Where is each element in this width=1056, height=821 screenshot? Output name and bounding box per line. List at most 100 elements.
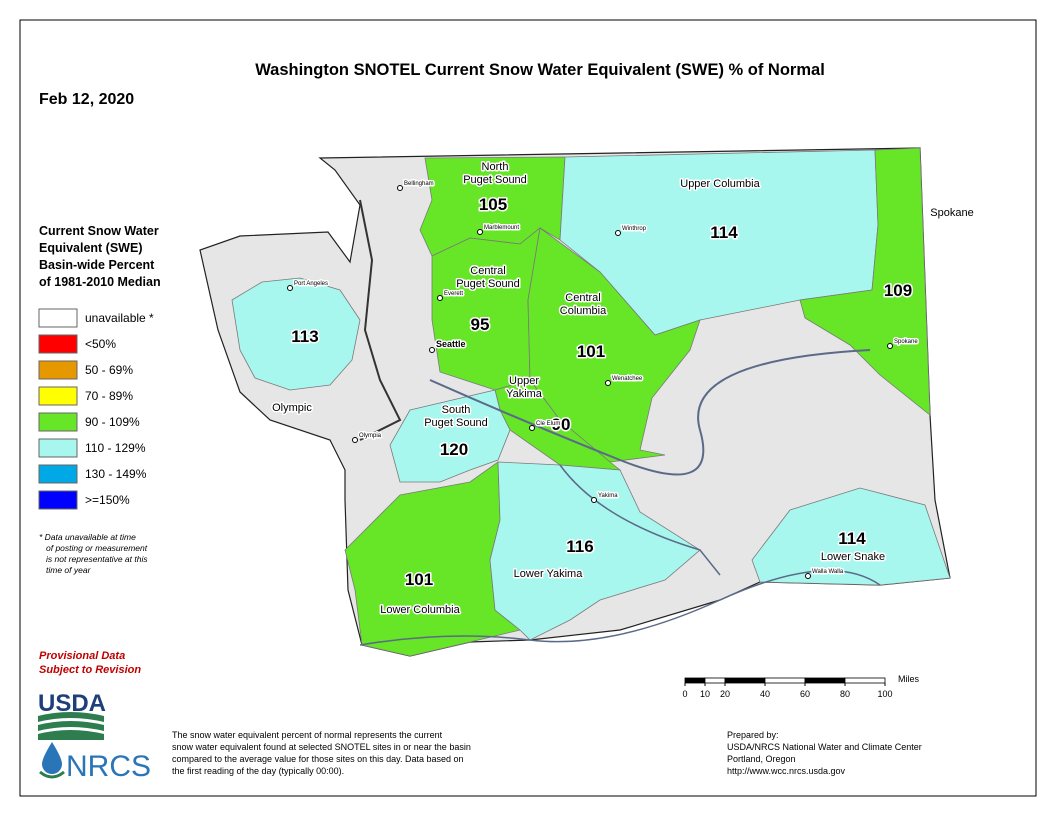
city-marker — [437, 295, 443, 301]
legend-label: >=150% — [85, 493, 130, 507]
legend-footnote: is not representative at this — [46, 554, 148, 564]
city-marker — [591, 497, 597, 503]
legend-swatch — [38, 464, 78, 484]
legend-swatch — [38, 490, 78, 510]
river — [559, 464, 721, 576]
city-marker — [477, 229, 483, 235]
river — [359, 569, 881, 646]
basin-value: 95 — [471, 315, 490, 334]
title: Washington SNOTEL Current Snow Water Equ… — [255, 61, 825, 79]
city-marker — [287, 285, 293, 291]
scale-label: 0 — [682, 689, 687, 699]
basin-name: Upper — [509, 375, 539, 387]
basin-name: South — [442, 404, 471, 416]
basin-name: Spokane — [930, 207, 973, 219]
scale-label: 10 — [700, 689, 710, 699]
basin-name: Lower Snake — [821, 551, 885, 563]
prepared-line: USDA/NRCS National Water and Climate Cen… — [727, 742, 922, 752]
city-label: Marblemount — [484, 225, 519, 231]
prepared-line: Portland, Oregon — [727, 754, 796, 764]
city-marker — [805, 573, 811, 579]
basin-value: 114 — [838, 529, 866, 548]
scale-label: 80 — [840, 689, 850, 699]
description-line: snow water equivalent found at selected … — [172, 742, 471, 752]
basin-value: 101 — [577, 342, 605, 361]
city-marker — [605, 380, 611, 386]
scale-segment — [684, 677, 706, 684]
date: Feb 12, 2020 — [39, 91, 134, 108]
legend-label: 50 - 69% — [85, 363, 133, 377]
legend-footnote: time of year — [46, 565, 92, 575]
basin-name: Olympic — [272, 402, 312, 414]
prepared-line: Prepared by: — [727, 730, 779, 740]
legend-label: 130 - 149% — [85, 467, 147, 481]
scale-segment — [844, 677, 886, 684]
city-label: Everett — [444, 291, 463, 297]
legend-swatch — [38, 386, 78, 406]
basin-area — [751, 487, 951, 586]
legend-label: 70 - 89% — [85, 389, 133, 403]
prepared-line: http://www.wcc.nrcs.usda.gov — [727, 766, 846, 776]
basin-value: 109 — [884, 281, 912, 300]
city-label: Winthrop — [622, 226, 647, 232]
nrcs-logo: NRCS — [39, 742, 151, 783]
logo-bar — [38, 721, 104, 731]
nrcs-text: NRCS — [66, 750, 151, 783]
description-line: compared to the average value for those … — [172, 754, 464, 764]
city-marker — [352, 437, 358, 443]
basin-name: Central — [470, 265, 505, 277]
legend-label: 90 - 109% — [85, 415, 140, 429]
basin-area — [489, 461, 701, 641]
city-label: Cle Elum — [536, 421, 560, 427]
city-marker — [615, 230, 621, 236]
scale-label: 20 — [720, 689, 730, 699]
city-label: Port Angeles — [294, 281, 328, 287]
basin-name: Columbia — [560, 305, 607, 317]
puget-sound-shore — [359, 199, 402, 441]
basin-value: 105 — [479, 195, 507, 214]
basin-name: Lower Yakima — [514, 568, 584, 580]
legend-footnote: * Data unavailable at time — [39, 532, 136, 542]
basin-name: Puget Sound — [424, 417, 488, 429]
provisional-note: Provisional Data Subject to Revision — [39, 650, 141, 676]
legend-title: Equivalent (SWE) — [39, 241, 142, 255]
city-label: Walla Walla — [812, 569, 844, 575]
usda-logo: USDA — [38, 690, 106, 740]
legend-swatch — [38, 334, 78, 354]
scale-segment — [724, 677, 766, 684]
basin-value: 101 — [405, 570, 433, 589]
legend-label: 110 - 129% — [85, 441, 146, 455]
basin-name: Yakima — [506, 388, 543, 400]
basin-name: Puget Sound — [456, 278, 520, 290]
scale-segment — [804, 677, 846, 684]
river — [429, 349, 871, 476]
scale-segment — [764, 677, 806, 684]
city-label: Olympia — [359, 433, 382, 439]
legend-label: unavailable * — [85, 311, 154, 325]
basin-area — [431, 227, 541, 391]
basin-name: Puget Sound — [463, 174, 527, 186]
city-marker — [429, 347, 435, 353]
city-marker — [529, 425, 535, 431]
city-label: Bellingham — [404, 181, 434, 187]
logo-bar — [38, 730, 104, 740]
provisional-line: Provisional Data — [39, 650, 125, 662]
city-label: Seattle — [436, 339, 466, 349]
scale-segment — [704, 677, 726, 684]
basin-value: 114 — [710, 223, 738, 242]
scale-label: 100 — [877, 689, 892, 699]
scale-bar: 0 10 20 40 60 80 100 Miles — [682, 674, 919, 699]
city-marker — [887, 343, 893, 349]
legend-title: of 1981-2010 Median — [39, 275, 161, 289]
city-label: Spokane — [894, 339, 918, 345]
basin-area — [799, 147, 931, 416]
provisional-line: Subject to Revision — [39, 664, 141, 676]
basin-name: North — [482, 161, 509, 173]
drop-swoosh — [39, 770, 65, 779]
description: The snow water equivalent percent of nor… — [172, 730, 471, 776]
basin-name: Lower Columbia — [380, 604, 460, 616]
description-line: the first reading of the day (typically … — [172, 766, 344, 776]
